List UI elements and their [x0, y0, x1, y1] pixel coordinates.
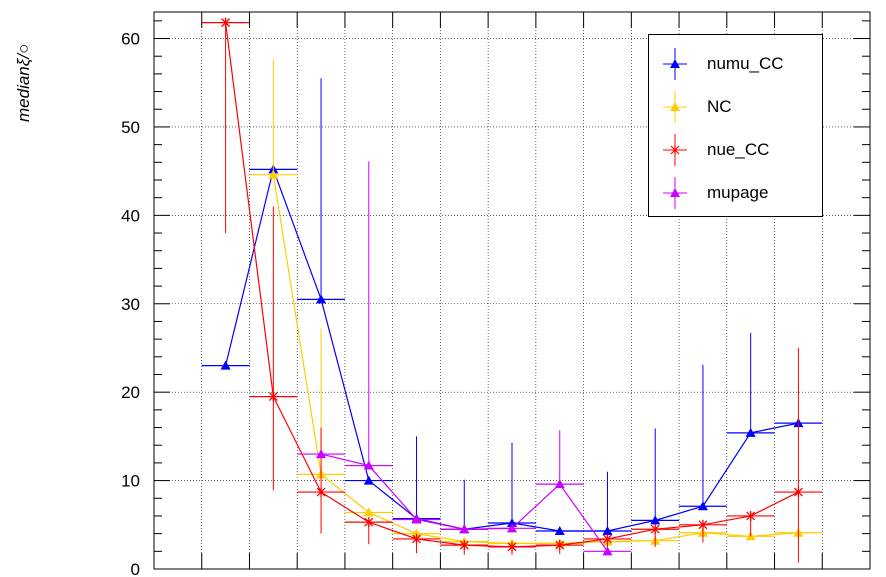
series-line [272, 174, 799, 544]
data-point [363, 507, 374, 517]
data-point [220, 360, 231, 370]
data-point [364, 517, 374, 528]
series-layer [201, 17, 823, 563]
legend-triangle-marker [663, 177, 687, 209]
data-point [411, 528, 422, 538]
data-point [316, 487, 326, 498]
data-point [221, 17, 231, 28]
data-point [411, 514, 422, 524]
data-point [650, 515, 661, 525]
data-point [507, 518, 517, 528]
plot-frame [153, 11, 871, 570]
data-point [698, 519, 708, 530]
series-nue-cc [201, 17, 823, 563]
data-point [650, 524, 660, 535]
axes: 0 10 20 30 40 50 60 [121, 12, 871, 577]
data-point [507, 523, 517, 533]
data-point [268, 391, 278, 402]
y-tick-label: 10 [121, 472, 140, 491]
legend-label: NC [707, 97, 732, 116]
legend-entry-nue-cc: nue_CC [649, 130, 822, 170]
legend-triangle-marker [663, 48, 687, 80]
data-point [459, 524, 470, 534]
legend-label: mupage [707, 183, 769, 202]
data-point [363, 475, 374, 485]
y-tick-label: 0 [131, 560, 140, 577]
legend-label: nue_CC [707, 140, 770, 159]
data-point [316, 294, 327, 304]
y-tick-label: 30 [121, 295, 140, 314]
data-point [412, 533, 421, 544]
legend-star-marker [663, 134, 687, 166]
y-tick-label: 20 [121, 383, 140, 402]
legend-entry-nc: NC [649, 87, 822, 127]
data-point [745, 427, 756, 437]
data-point [697, 501, 708, 511]
data-point [268, 169, 279, 179]
data-point [554, 525, 565, 535]
y-tick-label: 60 [121, 30, 140, 49]
data-point [316, 449, 327, 459]
data-point [603, 533, 612, 544]
legend-triangle-marker [663, 91, 687, 123]
legend-label: numu_CC [707, 54, 784, 73]
data-point [459, 540, 469, 551]
y-axis-label-text: medianξ/○ [14, 43, 33, 122]
data-point [793, 487, 803, 498]
y-tick-label: 40 [121, 206, 140, 225]
legend-entry-numu-cc: numu_CC [649, 44, 822, 84]
y-tick-label: 50 [121, 118, 140, 137]
legend-entry-mupage: mupage [649, 173, 822, 213]
data-point [746, 510, 756, 521]
data-point [602, 546, 613, 556]
data-point [507, 541, 517, 552]
data-point [363, 460, 374, 470]
data-point [602, 525, 613, 535]
series-mupage [297, 161, 632, 556]
data-point [555, 540, 565, 551]
data-point [554, 479, 565, 489]
legend: numu_CC NC nue_CC mupage [648, 34, 823, 217]
